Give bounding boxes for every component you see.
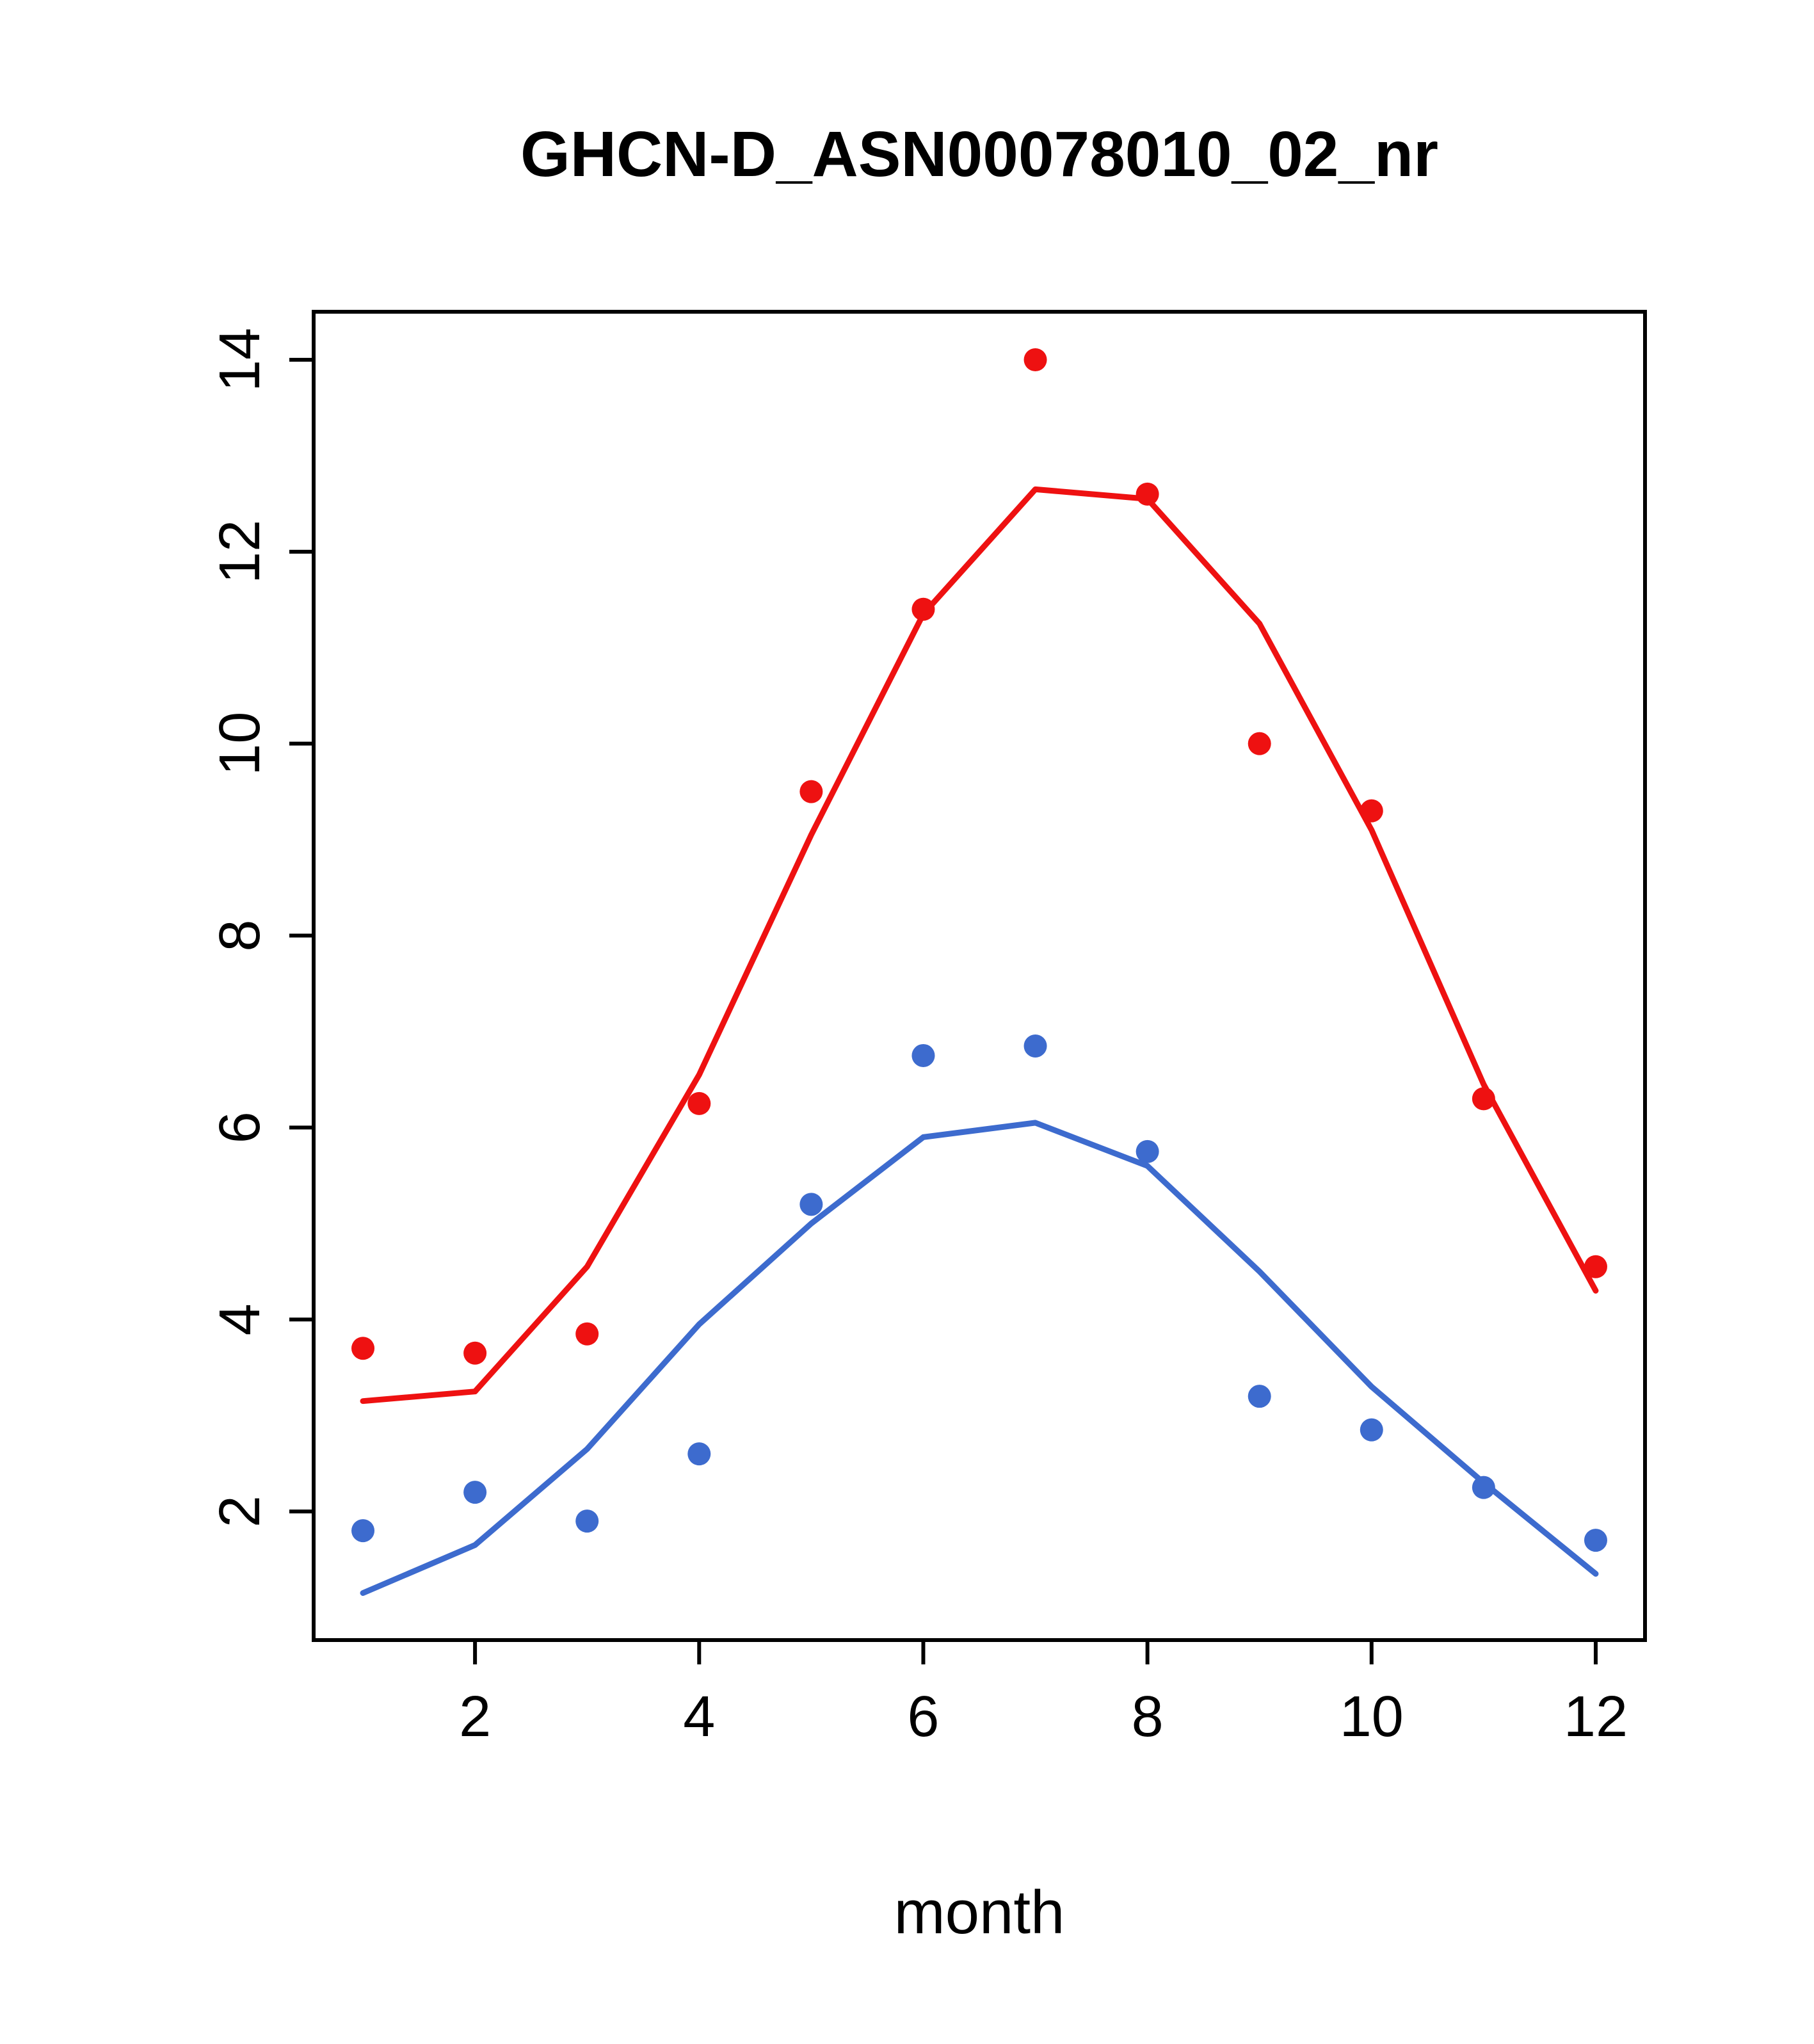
plot-border [312, 310, 1647, 1642]
red-points-marker [1248, 732, 1271, 755]
blue-points-marker [463, 1481, 487, 1504]
y-tick-label: 12 [208, 520, 272, 584]
red-points-marker [1360, 799, 1383, 823]
red-points-marker [1472, 1087, 1495, 1111]
x-tick-label: 4 [683, 1685, 715, 1749]
red-points-marker [911, 597, 935, 621]
y-tick-label: 14 [208, 328, 272, 392]
blue-points-marker [799, 1193, 823, 1216]
y-tick-label: 10 [208, 712, 272, 776]
chart-title: GHCN-D_ASN00078010_02_nr [520, 118, 1438, 190]
blue-points-marker [351, 1519, 375, 1543]
blue-smooth-line [360, 1120, 1599, 1597]
blue-points-marker [1472, 1476, 1495, 1499]
x-tick-label: 10 [1340, 1685, 1404, 1749]
red-points-marker [687, 1091, 711, 1115]
y-tick-label: 8 [208, 919, 272, 951]
x-tick-label: 2 [459, 1685, 491, 1749]
blue-points-marker [911, 1043, 935, 1067]
red-points-marker [799, 780, 823, 803]
red-points-marker [1584, 1255, 1607, 1278]
red-points-marker [1136, 482, 1159, 506]
x-tick-label: 6 [907, 1685, 939, 1749]
red-points-marker [575, 1322, 599, 1346]
red-points-marker [463, 1341, 487, 1365]
plot-area: 2 4 6 8 10 12 2 4 6 8 10 12 14 [208, 310, 1647, 1749]
blue-points-marker [575, 1509, 599, 1533]
y-tick-label: 2 [208, 1495, 272, 1527]
blue-points-marker [1584, 1529, 1607, 1552]
blue-points-marker [1023, 1034, 1047, 1058]
blue-points-marker [1360, 1418, 1383, 1442]
x-tick-label: 8 [1132, 1685, 1164, 1749]
blue-points-marker [687, 1442, 711, 1466]
y-tick-label: 6 [208, 1111, 272, 1143]
y-tick-label: 4 [208, 1303, 272, 1335]
x-axis-label: month [894, 1878, 1065, 1947]
blue-points-marker [1136, 1139, 1159, 1163]
red-smooth-line [360, 486, 1599, 1404]
red-points-marker [351, 1337, 375, 1360]
x-tick-label: 12 [1564, 1685, 1628, 1749]
red-points-marker [1023, 348, 1047, 371]
blue-points-marker [1248, 1385, 1271, 1408]
